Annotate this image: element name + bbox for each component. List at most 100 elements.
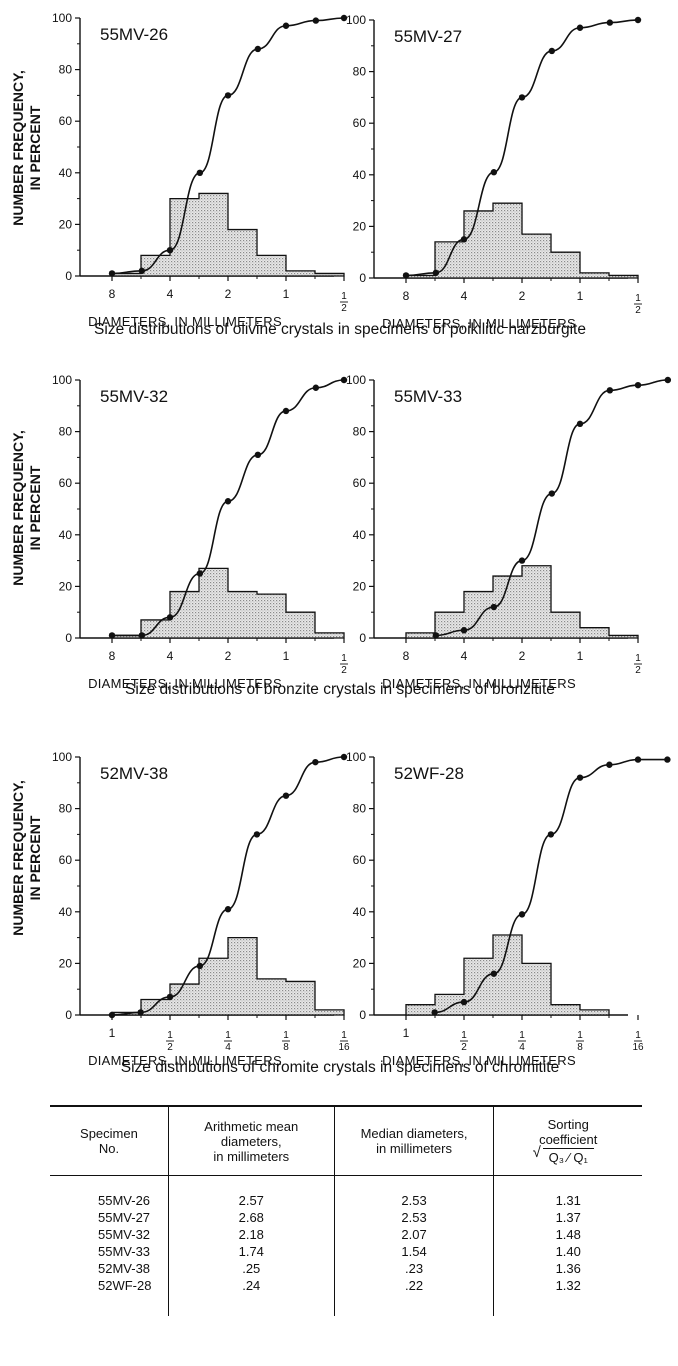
y-tick-label: 40 — [59, 905, 73, 919]
x-tick-label: 4 — [461, 289, 468, 303]
cumulative-point — [282, 22, 290, 29]
cell-specimen: 52MV-38 — [98, 1261, 151, 1276]
cumulative-point — [460, 998, 468, 1006]
cumulative-point — [340, 14, 348, 22]
header-sorting-line1: Sorting — [547, 1117, 589, 1132]
y-tick-label: 100 — [52, 373, 72, 387]
cell-sorting: 1.36 — [493, 1260, 642, 1277]
tick-num: 1 — [341, 1030, 347, 1041]
tick-den: 2 — [341, 665, 347, 676]
histogram-55mv-26 — [111, 192, 345, 277]
cumulative-curve — [405, 19, 639, 277]
header-specimen: Specimen No. — [50, 1105, 169, 1176]
cumulative-point — [634, 381, 642, 389]
y-tick-label: 20 — [353, 956, 367, 970]
cumulative-point — [402, 272, 410, 279]
cumulative-point — [490, 169, 498, 176]
x-tick-label: 2 — [225, 287, 232, 301]
y-tick-label: 0 — [359, 271, 366, 285]
x-tick-label: 18 — [282, 1030, 290, 1053]
x-tick-label: 4 — [167, 649, 174, 663]
tick-den: 2 — [167, 1042, 173, 1053]
table-row: 55MV-32 2.18 2.07 1.48 — [50, 1226, 642, 1243]
tick-num: 1 — [635, 653, 641, 664]
y-tick-label: 0 — [65, 1008, 72, 1022]
x-tick-label: 18 — [576, 1030, 584, 1053]
cumulative-point — [312, 384, 320, 391]
y-tick-label: 80 — [353, 802, 367, 816]
y-tick-label: 100 — [346, 750, 366, 764]
cumulative-point — [606, 19, 614, 26]
cumulative-point — [138, 632, 146, 639]
x-tick-label: 116 — [632, 1030, 644, 1053]
table-body: 55MV-26 2.57 2.53 1.31 55MV-27 2.68 2.53 1.37 55… — [50, 1175, 642, 1316]
tick-num: 1 — [577, 1030, 583, 1041]
table-row: 52WF-28 .24.22 1.32 — [50, 1277, 642, 1316]
x-tick-label: 1 — [577, 289, 584, 303]
y-tick-label: 80 — [353, 65, 367, 79]
cell-mean: 2.18 — [167, 1226, 335, 1243]
cell-sorting: 1.40 — [493, 1243, 642, 1260]
x-tick-label: 1 — [109, 1026, 116, 1040]
tick-den: 4 — [225, 1042, 231, 1053]
x-tick-label: 12 — [340, 653, 348, 676]
x-tick-label: 1 — [403, 1026, 410, 1040]
cumulative-point — [196, 570, 204, 577]
tick-den: 8 — [283, 1042, 289, 1053]
x-tick-label: 12 — [166, 1030, 174, 1053]
header-sorting-formula: Q₃ ⁄ Q₁ — [533, 1145, 594, 1165]
x-tick-label: 8 — [109, 649, 116, 663]
histogram-55mv-33 — [405, 565, 639, 639]
cumulative-point — [166, 993, 174, 1001]
histogram-52mv-38 — [111, 936, 345, 1016]
cumulative-point — [196, 169, 204, 176]
cumulative-point — [108, 1011, 116, 1019]
cumulative-point — [254, 45, 262, 53]
x-tick-label: 12 — [634, 293, 642, 316]
y-tick-label: 0 — [65, 631, 72, 645]
cell-specimen: 55MV-33 — [98, 1244, 151, 1259]
table-row: 52MV-38 .25.23 1.36 — [50, 1260, 642, 1277]
tick-num: 1 — [283, 1030, 289, 1041]
y-tick-label: 60 — [59, 114, 73, 128]
y-axis-label-row1-line2: IN PERCENT — [27, 105, 43, 190]
y-tick-label: 60 — [353, 476, 367, 490]
cumulative-point — [137, 1009, 144, 1016]
cumulative-point — [460, 236, 468, 243]
cumulative-point — [518, 557, 526, 564]
y-tick-label: 40 — [59, 166, 73, 180]
y-axis-label-row1-line1: NUMBER FREQUENCY, — [10, 70, 26, 226]
cumulative-point — [664, 756, 671, 763]
tick-den: 2 — [635, 665, 641, 676]
y-tick-label: 0 — [359, 631, 366, 645]
y-tick-label: 80 — [353, 425, 367, 439]
cell-median: 2.53 — [333, 1209, 494, 1226]
y-tick-label: 80 — [59, 425, 73, 439]
histogram-55mv-32 — [111, 567, 345, 639]
cumulative-point — [547, 831, 555, 838]
header-specimen-line1: Specimen — [80, 1126, 138, 1141]
cumulative-point — [490, 603, 498, 611]
x-tick-label: 4 — [461, 649, 468, 663]
tick-num: 1 — [167, 1030, 173, 1041]
y-tick-label: 40 — [353, 905, 367, 919]
tick-den: 2 — [341, 303, 347, 314]
cumulative-point — [253, 831, 261, 838]
cell-sorting: 1.31 — [493, 1175, 642, 1209]
y-tick-label: 100 — [346, 13, 366, 27]
cumulative-curve — [111, 17, 345, 275]
cumulative-point — [460, 627, 468, 634]
cumulative-point — [224, 498, 232, 505]
y-tick-label: 0 — [359, 1008, 366, 1022]
cell-specimen: 55MV-26 — [98, 1193, 151, 1208]
header-mean-line1: Arithmetic mean — [204, 1118, 299, 1134]
tick-num: 1 — [461, 1030, 467, 1041]
y-tick-label: 100 — [52, 750, 72, 764]
header-sorting-line2: coefficient — [539, 1132, 598, 1147]
x-tick-label: 2 — [519, 289, 526, 303]
tick-den: 8 — [577, 1042, 583, 1053]
cell-mean: 2.68 — [167, 1209, 335, 1226]
cell-median: 2.07 — [333, 1226, 494, 1243]
